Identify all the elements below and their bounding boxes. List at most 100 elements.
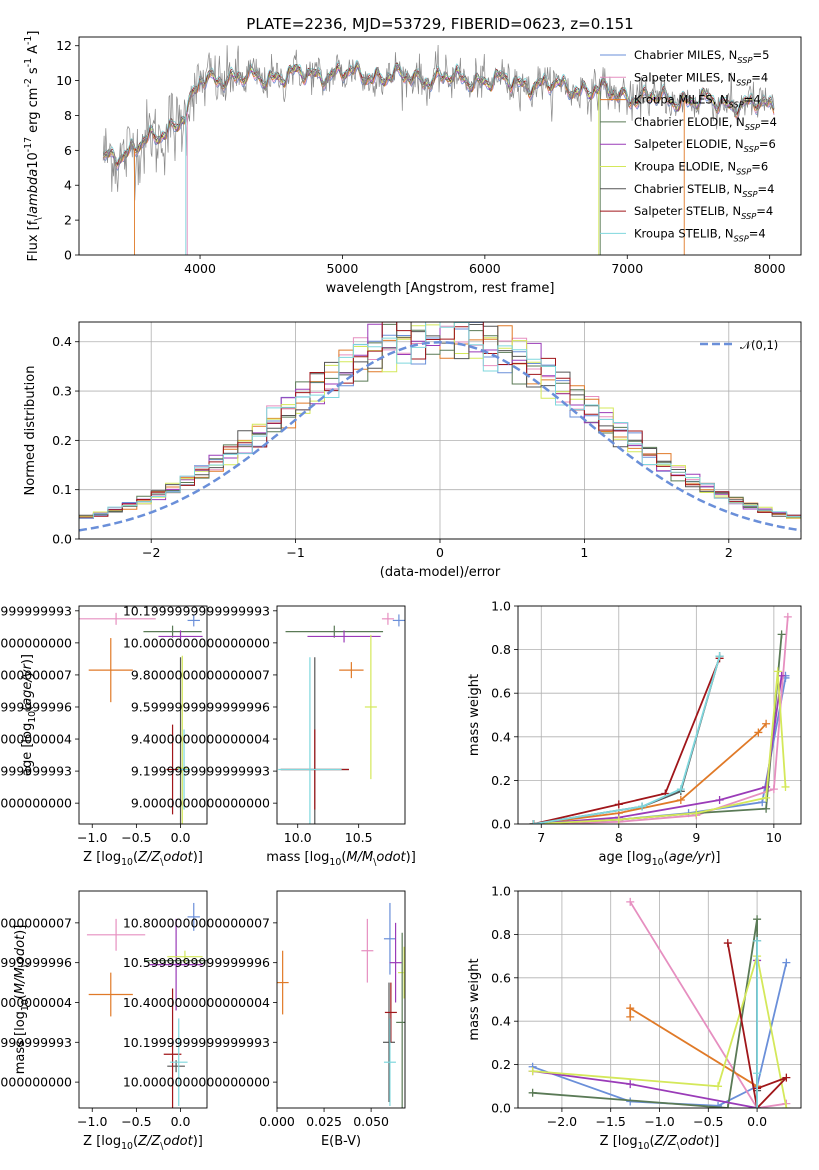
residual-histogram <box>79 322 801 522</box>
legend: Chabrier MILES, NSSP​=5 Salpeter MILES, N… <box>600 48 777 243</box>
axes-5: −1.0 −0.5 0.0 10.0000000000000000 10.1999999… <box>0 890 208 1152</box>
y-axis-label: Normed distribution <box>23 366 38 496</box>
x-tick-label: 0.000 <box>259 1114 295 1129</box>
plot-area <box>529 612 792 824</box>
y-tick-label: 10.1999999999999993 <box>123 603 270 618</box>
y-tick-label: 0.0 <box>491 1101 511 1116</box>
y-tick-label: 9.4000000000000004 <box>0 732 72 747</box>
y-axis-label: Flux [f\​lambda10-17​ erg cm-2​ s-1​ A-1… <box>23 31 44 262</box>
mass-weight-marker <box>528 1088 537 1097</box>
y-tick-label: 0.2 <box>491 1057 511 1072</box>
y-tick-label: 0.8 <box>491 927 511 942</box>
x-tick-label: 1 <box>580 545 588 560</box>
legend-entry: 𝒩(0,1) <box>740 338 778 352</box>
errorbar-point <box>398 946 405 999</box>
x-tick-label: 0.025 <box>306 1114 342 1129</box>
y-tick-label: 9.8000000000000007 <box>131 667 270 682</box>
y-tick-label: 0.4 <box>491 729 511 744</box>
errorbar-point <box>169 1018 188 1107</box>
axes-frame <box>78 321 802 540</box>
errorbar-point <box>278 657 342 824</box>
mass-weight-marker <box>782 1104 791 1108</box>
mass-weight-marker <box>638 802 647 811</box>
y-tick-label: 10.1999999999999993 <box>0 603 72 618</box>
x-tick-label: 0.0 <box>171 1114 191 1129</box>
y-tick-label: 10.8000000000000007 <box>0 915 72 930</box>
x-tick-label: −1.0 <box>77 830 107 845</box>
mass-weight-marker <box>715 652 724 661</box>
mass-weight-marker <box>777 671 786 680</box>
y-tick-label: 10.1999999999999993 <box>123 1035 270 1050</box>
y-tick-label: 8 <box>64 108 72 123</box>
y-tick-label: 10.0000000000000000 <box>123 635 270 650</box>
legend-entry: Kroupa STELIB, NSSP​=4 <box>634 226 766 243</box>
mass-weight-marker <box>529 820 538 824</box>
y-tick-label: 10.5999999999999996 <box>0 955 72 970</box>
x-tick-label: −1.0 <box>644 1114 674 1129</box>
axes-3: 10.0 10.5 9.0000000000000000 9.199999999999… <box>123 603 416 868</box>
x-tick-label: −2.0 <box>547 1114 577 1129</box>
errorbar-point <box>187 902 200 931</box>
y-tick-label: 10.4000000000000004 <box>123 995 270 1010</box>
mass-weight-marker <box>626 1004 635 1013</box>
mass-weight-marker <box>676 785 685 794</box>
x-axis-label: Z [log10​(Z/Z\​odot)] <box>83 850 203 868</box>
errorbar-point <box>167 950 203 963</box>
y-tick-label: 6 <box>64 143 72 158</box>
y-tick-label: 0.4 <box>491 1014 511 1029</box>
errorbar-point <box>176 655 189 824</box>
mass-weight-marker <box>723 939 732 948</box>
x-axis-label: Z [log10​(Z/Z\​odot)] <box>600 1134 720 1152</box>
mass-weight-line <box>726 942 788 1108</box>
mass-weight-marker <box>614 800 623 809</box>
mass-weight-marker <box>753 1069 762 1078</box>
mass-weight-marker <box>754 728 763 737</box>
y-tick-label: 9.8000000000000007 <box>0 667 72 682</box>
y-tick-label: 10.4000000000000004 <box>0 995 72 1010</box>
errorbar-point <box>285 625 384 638</box>
axes-frame <box>276 890 406 1109</box>
axes-frame <box>78 890 208 1109</box>
legend-entry: Kroupa ELODIE, NSSP​=6 <box>634 160 768 177</box>
y-tick-label: 10.0000000000000000 <box>0 1075 72 1090</box>
mass-weight-marker <box>692 809 701 818</box>
mass-weight-marker <box>614 815 623 824</box>
errorbar-point <box>383 982 395 1103</box>
x-tick-label: 0 <box>436 545 444 560</box>
mass-weight-marker <box>626 1080 635 1089</box>
x-tick-label: 0.0 <box>171 830 191 845</box>
observed-spectrum-line <box>102 44 775 201</box>
x-tick-label: −1 <box>286 545 304 560</box>
mass-weight-marker <box>723 1104 732 1108</box>
x-tick-label: −0.5 <box>121 830 151 845</box>
y-tick-label: 9.0000000000000000 <box>131 796 270 811</box>
errorbar-point <box>178 729 191 810</box>
x-axis-label: wavelength [Angstrom, rest frame] <box>326 281 555 296</box>
axes-frame <box>517 605 802 825</box>
axes-0: 4000 5000 6000 7000 8000 0 2 4 6 8 10 12 wavelength … <box>23 15 802 296</box>
legend-entry: Salpeter ELODIE, NSSP​=6 <box>634 137 776 154</box>
axes-2: −1.0 −0.5 0.0 9.0000000000000000 9.199999999… <box>0 603 208 868</box>
plot-area <box>102 44 775 255</box>
y-tick-label: 0.0 <box>491 817 511 832</box>
mass-weight-marker <box>715 796 724 805</box>
mass-weight-marker <box>626 1012 635 1021</box>
mass-weight-line <box>532 960 758 1108</box>
plot-area <box>86 902 207 1108</box>
x-tick-label: 7000 <box>611 261 643 276</box>
y-tick-label: 9.0000000000000000 <box>0 796 72 811</box>
errorbar-point <box>88 972 133 1017</box>
chart-title: PLATE=2236, MJD=53729, FIBERID=0623, z=0… <box>246 15 633 33</box>
axes-frame <box>78 36 802 256</box>
errorbar-point <box>383 902 396 975</box>
y-tick-label: 0.8 <box>491 642 511 657</box>
mass-weight-marker <box>762 804 771 813</box>
y-tick-label: 0.0 <box>52 532 72 547</box>
mass-weight-marker <box>783 612 792 621</box>
x-tick-label: 8 <box>615 830 623 845</box>
plot-area <box>79 322 801 532</box>
y-tick-label: 0.6 <box>491 686 511 701</box>
legend-entry: Chabrier MILES, NSSP​=5 <box>634 48 769 65</box>
y-tick-label: 9.1999999999999993 <box>131 764 270 779</box>
